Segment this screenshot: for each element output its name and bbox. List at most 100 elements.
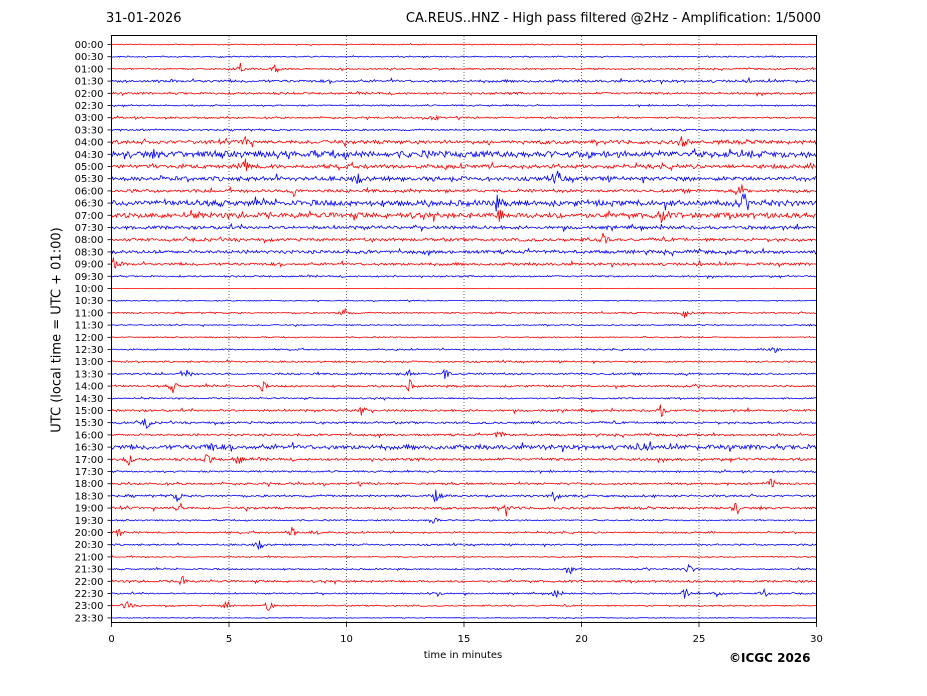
y-tick-label: 01:00 (75, 64, 104, 75)
y-tick-label: 02:00 (75, 89, 104, 100)
trace-1100 (111, 307, 817, 318)
trace-1030 (111, 299, 817, 303)
trace-2300 (111, 600, 817, 611)
y-tick-label: 12:30 (75, 345, 104, 356)
trace-1630 (111, 441, 817, 453)
trace-0200 (111, 91, 817, 97)
y-tick-label: 15:00 (75, 406, 104, 417)
y-tick-label: 17:00 (75, 455, 104, 466)
trace-1700 (111, 453, 817, 466)
y-tick-label: 07:00 (75, 211, 104, 222)
y-tick-label: 05:00 (75, 162, 104, 173)
y-tick-label: 11:00 (75, 308, 104, 319)
trace-1430 (111, 396, 817, 401)
y-tick-label: 22:00 (75, 577, 104, 588)
trace-2330 (111, 616, 817, 620)
trace-0400 (111, 135, 817, 148)
trace-0530 (111, 170, 817, 185)
x-tick-label: 10 (340, 634, 353, 645)
trace-0300 (111, 114, 817, 121)
y-tick-label: 21:30 (75, 565, 104, 576)
y-tick-label: 04:00 (75, 138, 104, 149)
y-tick-label: 01:30 (75, 77, 104, 88)
y-tick-label: 16:30 (75, 443, 104, 454)
trace-0630 (111, 192, 817, 212)
trace-0900 (111, 257, 817, 269)
trace-1830 (111, 489, 817, 503)
y-tick-label: 23:00 (75, 601, 104, 612)
trace-2030 (111, 540, 817, 551)
x-tick-label: 30 (810, 634, 823, 645)
x-tick-label: 25 (693, 634, 706, 645)
y-tick-label: 05:30 (75, 174, 104, 185)
y-tick-label: 03:00 (75, 113, 104, 124)
trace-0130 (111, 76, 817, 85)
trace-0030 (111, 55, 817, 59)
y-tick-label: 00:30 (75, 52, 104, 63)
y-tick-label: 14:30 (75, 394, 104, 405)
y-tick-label: 15:30 (75, 418, 104, 429)
y-tick-label: 11:30 (75, 321, 104, 332)
y-tick-label: 10:30 (75, 296, 104, 307)
y-tick-label: 17:30 (75, 467, 104, 478)
trace-2000 (111, 526, 817, 537)
trace-1130 (111, 323, 817, 328)
y-tick-label: 08:30 (75, 247, 104, 258)
trace-0100 (111, 62, 817, 74)
trace-0430 (111, 147, 817, 161)
y-tick-label: 23:30 (75, 613, 104, 624)
y-tick-label: 06:00 (75, 186, 104, 197)
y-tick-label: 18:30 (75, 491, 104, 502)
y-tick-label: 16:00 (75, 430, 104, 441)
trace-0700 (111, 209, 817, 224)
trace-0730 (111, 222, 817, 233)
trace-1500 (111, 404, 817, 417)
x-tick-label: 0 (108, 634, 114, 645)
trace-1330 (111, 368, 817, 380)
date-label: 31-01-2026 (106, 11, 182, 26)
y-tick-label: 06:30 (75, 199, 104, 210)
y-tick-label: 09:00 (75, 260, 104, 271)
trace-1900 (111, 502, 817, 517)
trace-2200 (111, 575, 817, 586)
y-tick-label: 18:00 (75, 479, 104, 490)
trace-0600 (111, 184, 817, 198)
trace-1000 (111, 287, 817, 290)
trace-0500 (111, 158, 817, 172)
y-tick-label: 12:00 (75, 333, 104, 344)
trace-1400 (111, 379, 817, 394)
trace-2100 (111, 554, 817, 559)
y-tick-label: 03:30 (75, 125, 104, 136)
y-tick-label: 02:30 (75, 101, 104, 112)
trace-1530 (111, 418, 817, 430)
trace-0800 (111, 232, 817, 245)
trace-1200 (111, 335, 817, 339)
y-tick-label: 22:30 (75, 589, 104, 600)
trace-2130 (111, 563, 817, 575)
trace-1300 (111, 358, 817, 365)
trace-1930 (111, 517, 817, 524)
trace-1230 (111, 346, 817, 354)
trace-0230 (111, 103, 817, 108)
x-tick-label: 5 (226, 634, 232, 645)
x-tick-label: 15 (458, 634, 471, 645)
y-tick-label: 20:00 (75, 528, 104, 539)
trace-0930 (111, 274, 817, 280)
trace-1800 (111, 478, 817, 488)
y-axis-label: UTC (local time = UTC + 01:00) (49, 227, 65, 433)
y-tick-label: 10:00 (75, 284, 104, 295)
trace-2230 (111, 588, 817, 599)
y-tick-label: 14:00 (75, 382, 104, 393)
y-tick-label: 04:30 (75, 150, 104, 161)
y-tick-label: 08:00 (75, 235, 104, 246)
trace-0000 (111, 42, 817, 47)
copyright-label: ©ICGC 2026 (729, 651, 811, 665)
y-tick-label: 20:30 (75, 540, 104, 551)
x-tick-label: 20 (575, 634, 588, 645)
y-tick-label: 21:00 (75, 552, 104, 563)
y-tick-label: 19:00 (75, 504, 104, 515)
x-axis-label: time in minutes (423, 650, 503, 661)
y-tick-label: 07:30 (75, 223, 104, 234)
